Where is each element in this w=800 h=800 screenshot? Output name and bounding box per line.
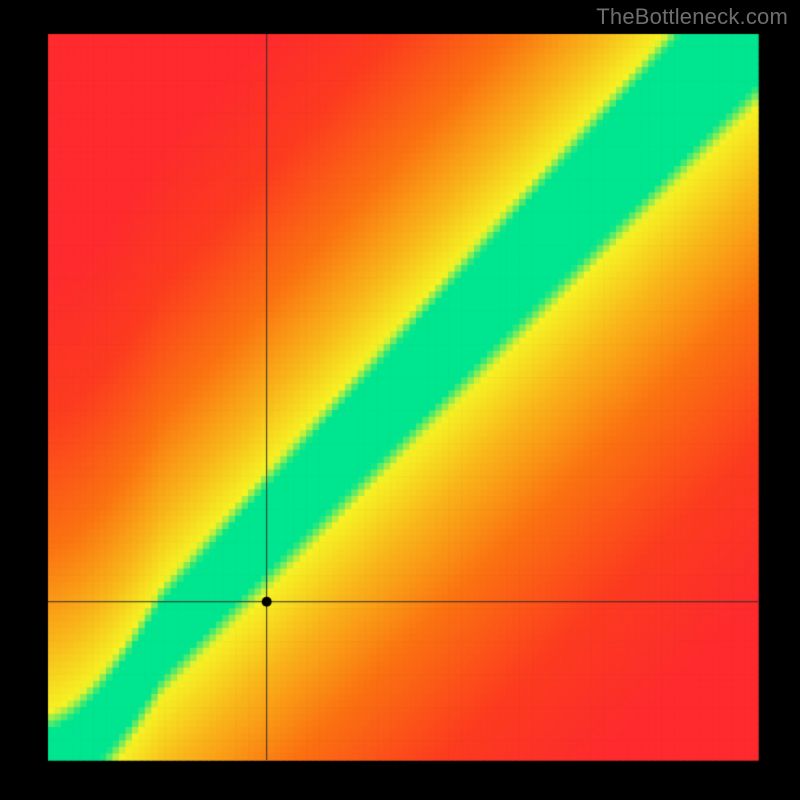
bottleneck-heatmap <box>0 0 800 800</box>
watermark-text: TheBottleneck.com <box>596 4 788 30</box>
chart-container: TheBottleneck.com <box>0 0 800 800</box>
